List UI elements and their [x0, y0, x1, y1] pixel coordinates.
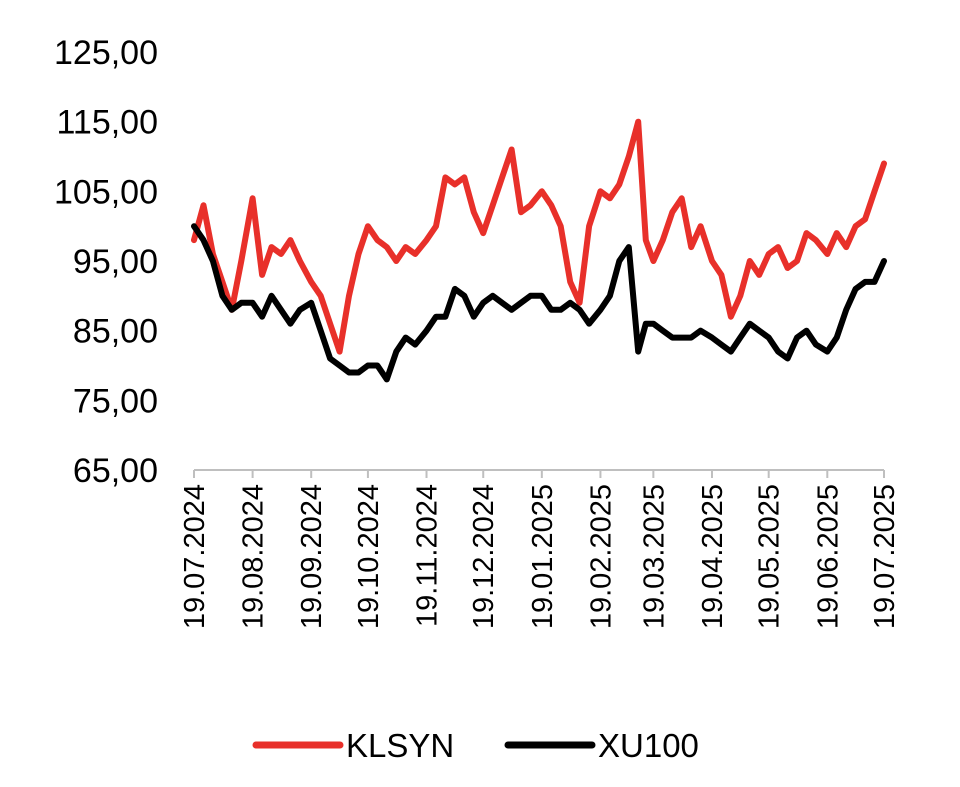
x-tick-label: 19.06.2025 [812, 484, 844, 629]
x-tick-label: 19.11.2024 [412, 484, 444, 627]
x-tick-label: 19.05.2025 [754, 484, 786, 629]
x-axis: 19.07.2024 19.08.2024 19.09.2024 19.10.2024… [179, 469, 901, 629]
y-tick-label: 105,00 [54, 173, 158, 211]
x-tick-label: 19.04.2025 [697, 484, 729, 629]
x-tick-label: 19.12.2024 [468, 484, 500, 629]
x-tick-label: 19.08.2024 [238, 484, 270, 629]
series-line-klsyn [191, 118, 887, 355]
x-tick-label: 19.02.2025 [585, 484, 617, 629]
plot-area [191, 118, 887, 383]
x-tick-label: 19.01.2025 [527, 484, 559, 629]
y-tick-label: 125,00 [54, 34, 158, 72]
legend-label-klsyn: KLSYN [346, 727, 454, 764]
y-tick-label: 115,00 [57, 104, 158, 142]
x-tick-label: 19.07.2024 [179, 484, 211, 629]
x-tick-label: 19.03.2025 [638, 484, 670, 629]
series-line-xu100 [191, 223, 887, 383]
y-tick-label: 95,00 [73, 243, 158, 281]
y-tick-label: 75,00 [73, 382, 158, 420]
y-axis: 65,00 75,00 85,00 95,00 105,00 115,00 125,00 [54, 34, 158, 490]
legend-label-xu100: XU100 [598, 727, 699, 764]
x-tick-label: 19.09.2024 [296, 484, 328, 629]
legend-item-xu100: XU100 [504, 727, 699, 764]
x-tick-label: 19.10.2024 [353, 484, 385, 629]
y-tick-label: 65,00 [73, 452, 158, 490]
y-tick-label: 85,00 [73, 313, 158, 351]
x-tick-label: 19.07.2025 [869, 484, 901, 629]
legend: KLSYN XU100 [252, 727, 699, 764]
legend-item-klsyn: KLSYN [252, 727, 454, 764]
